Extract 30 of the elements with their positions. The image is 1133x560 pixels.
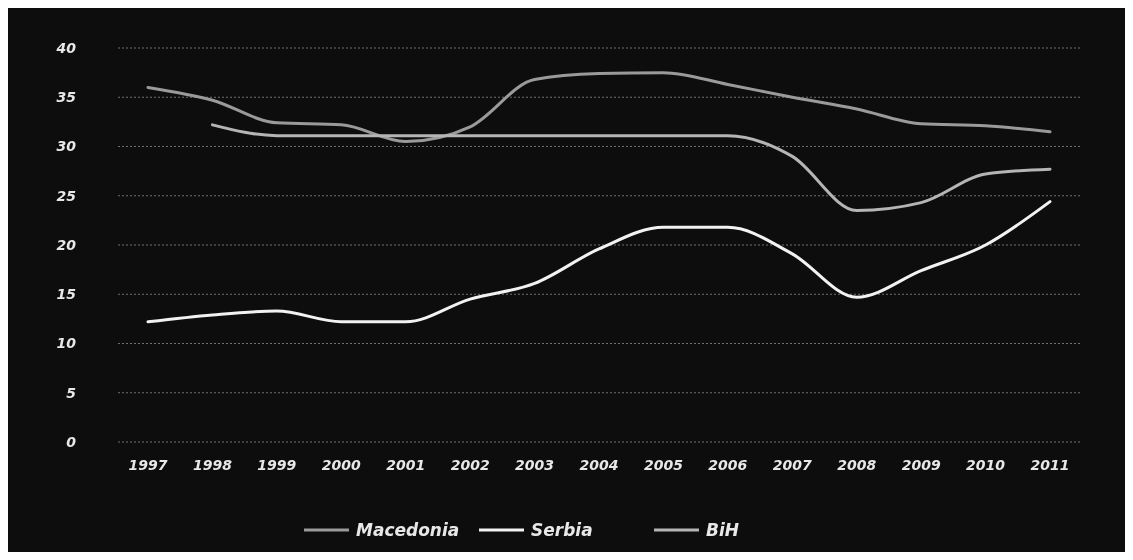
y-tick-label: 40: [55, 39, 77, 56]
x-tick-label: 2001: [386, 457, 426, 473]
line-series: [210, 123, 1052, 213]
x-tick-label: 2008: [837, 457, 877, 473]
y-tick-label: 5: [66, 384, 77, 401]
x-tick-label: 2004: [579, 457, 619, 473]
x-tick-label: 2003: [515, 457, 555, 473]
x-tick-label: 2000: [321, 457, 362, 473]
legend-label: Serbia: [531, 519, 593, 540]
y-tick-label: 20: [56, 236, 77, 253]
line-series: [146, 200, 1052, 324]
x-tick-label: 2010: [966, 457, 1006, 473]
y-tick-label: 25: [56, 187, 77, 204]
y-tick-label: 10: [56, 335, 77, 352]
x-tick-label: 1997: [128, 457, 168, 473]
y-tick-label: 30: [56, 138, 77, 155]
legend-label: BiH: [706, 519, 740, 540]
x-tick-label: 1998: [192, 457, 233, 473]
legend-label: Macedonia: [356, 519, 460, 540]
x-tick-label: 2002: [450, 457, 490, 473]
x-tick-label: 2007: [772, 457, 813, 473]
y-tick-label: 35: [56, 89, 77, 106]
line-series: [146, 71, 1052, 144]
x-tick-label: 2006: [708, 457, 748, 473]
x-tick-label: 2009: [901, 457, 941, 473]
y-tick-label: 0: [66, 433, 77, 450]
y-tick-label: 15: [56, 286, 77, 303]
x-tick-label: 1999: [257, 457, 297, 473]
x-tick-label: 2011: [1030, 457, 1070, 473]
x-tick-label: 2005: [643, 457, 684, 473]
